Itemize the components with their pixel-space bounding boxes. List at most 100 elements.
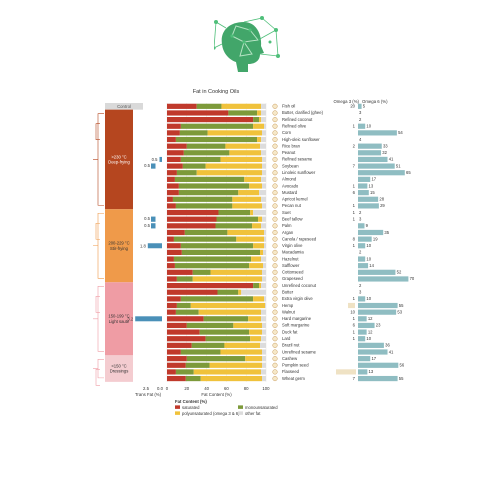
fat-tick-label: 80 <box>244 386 249 391</box>
bar-poly <box>251 256 262 262</box>
omega3-value: 20 <box>350 104 355 109</box>
omega6-value: 28 <box>379 197 384 202</box>
row-icon <box>272 216 278 222</box>
omega6-value: 51 <box>396 163 401 168</box>
row-label: Flaxseed <box>282 369 300 374</box>
bar-mono <box>176 302 191 309</box>
omega6-bar <box>358 276 409 282</box>
omega6-value: 3 <box>359 110 362 115</box>
omega6-value: 3 <box>359 290 362 295</box>
fat-axis-label: Fat Content (%) <box>201 392 232 397</box>
row-label: Argan <box>282 230 294 235</box>
omega6-bar <box>358 342 384 348</box>
bar-mono <box>181 249 261 255</box>
group-label-dress: <150 °C <box>111 364 126 369</box>
row-label: Wheat germ <box>282 376 305 381</box>
group-label-stir: 200-229 °C <box>108 241 129 246</box>
bar-other <box>261 369 266 375</box>
row-label: Soft margarine <box>282 323 310 328</box>
row-label: Grapeseed <box>282 276 303 281</box>
row-icon <box>272 183 278 189</box>
omega3-value: 1 <box>353 216 356 221</box>
bar-poly <box>244 176 262 182</box>
bar-poly <box>253 123 265 129</box>
bar-mono <box>183 150 230 156</box>
omega6-value: 15 <box>370 190 375 195</box>
bar-other <box>261 196 266 202</box>
trans-tick-label: 2.5 <box>143 386 150 391</box>
bar-poly <box>220 156 263 163</box>
bar-mono <box>173 236 237 242</box>
bar-poly <box>248 316 262 322</box>
dendrogram-light <box>93 285 104 352</box>
omega6-bar <box>358 269 396 275</box>
bar-poly <box>259 283 262 289</box>
omega3-value: 1 <box>353 336 356 341</box>
bar-other <box>261 223 266 229</box>
omega6-value: 3 <box>359 216 362 221</box>
omega6-bar <box>358 143 382 149</box>
bar-sat <box>167 183 179 189</box>
omega6-bar <box>358 170 405 176</box>
bar-poly <box>259 117 262 123</box>
bar-mono <box>180 156 221 163</box>
row-label: Mustard <box>282 190 298 195</box>
fat-tick-label: 100 <box>262 386 270 391</box>
bar-poly <box>250 209 254 216</box>
trans-label-stir: 1.8 <box>140 243 146 248</box>
row-icon <box>272 349 278 355</box>
bar-mono <box>178 190 239 196</box>
bar-other <box>261 136 266 143</box>
bar-poly <box>253 296 265 302</box>
omega6-value: 36 <box>385 343 390 348</box>
legend-label-other: other fat <box>245 411 261 416</box>
bar-other <box>262 130 266 136</box>
omega6-bar <box>358 369 368 375</box>
bar-sat <box>167 229 185 236</box>
omega3-value: 7 <box>353 376 356 381</box>
bar-sat <box>167 263 175 269</box>
bar-poly <box>224 342 261 348</box>
bar-sat <box>167 156 181 163</box>
row-icon <box>272 103 278 109</box>
omega6-value: 2 <box>359 117 362 122</box>
bar-sat <box>167 117 254 123</box>
omega6-value: 10 <box>366 296 371 301</box>
row-icon <box>272 362 278 368</box>
omega6-value: 56 <box>400 363 405 368</box>
bar-mono <box>192 269 211 275</box>
omega6-value: 23 <box>376 323 381 328</box>
omega6-value: 5 <box>363 104 366 109</box>
bar-sat <box>167 249 182 255</box>
row-icon <box>272 123 278 129</box>
bar-mono <box>186 143 226 149</box>
bar-mono <box>180 243 254 249</box>
row-label: Pecan nut <box>282 203 302 208</box>
bar-mono <box>178 183 250 189</box>
bar-sat <box>167 356 187 362</box>
row-icon <box>272 117 278 123</box>
omega6-value: 65 <box>406 170 411 175</box>
bar-mono <box>253 283 260 289</box>
bar-sat <box>167 322 187 329</box>
bar-poly <box>233 322 263 329</box>
row-icon <box>272 130 278 136</box>
bar-mono <box>196 103 222 109</box>
omega6-bar <box>358 150 382 156</box>
omega3-value: 6 <box>353 323 356 328</box>
bar-mono <box>191 342 225 348</box>
row-label: Hemp <box>282 303 294 308</box>
omega6-bar <box>358 183 368 189</box>
bar-sat <box>167 243 181 249</box>
omega6-value: 12 <box>368 316 373 321</box>
group-label-light: 150-199 °C <box>108 314 129 319</box>
group-label-dress: Dressings <box>110 369 129 374</box>
bar-sat <box>167 362 186 368</box>
omega3-value: 10 <box>350 309 355 314</box>
group-box-dress <box>105 355 133 382</box>
group-label-light: Light saute <box>109 319 130 324</box>
bar-other <box>261 117 266 123</box>
bar-other <box>261 316 266 322</box>
legend-title: Fat Content (%) <box>175 399 207 404</box>
row-icon <box>272 163 278 169</box>
